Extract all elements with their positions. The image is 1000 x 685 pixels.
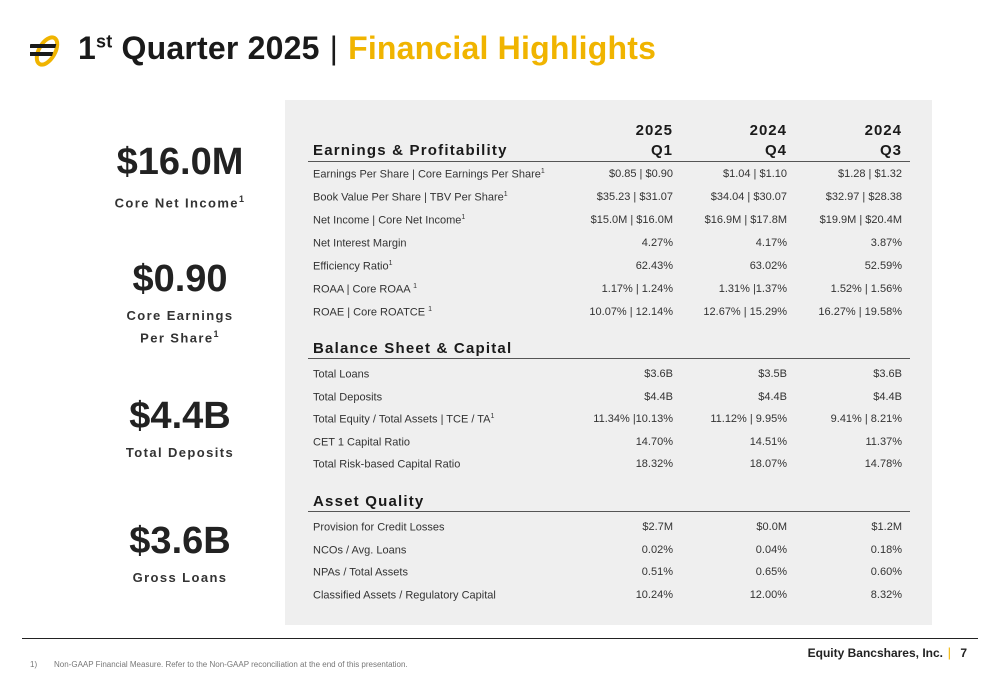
table-row: NCOs / Avg. Loans 0.02% 0.04% 0.18% [313, 544, 902, 557]
kpi-label: Gross Loans [132, 570, 228, 585]
section-title-balance-sheet: Balance Sheet & Capital [313, 340, 513, 357]
footer-divider [22, 638, 978, 639]
table-row: Book Value Per Share | TBV Per Share1 $3… [313, 191, 902, 204]
table-row: Total Risk-based Capital Ratio 18.32% 18.… [313, 458, 902, 471]
kpi-core-net-income: $16.0M Core Net Income1 [60, 140, 300, 212]
column-header-2024-q4: 2024 Q4 [749, 122, 787, 159]
kpi-value: $4.4B [129, 395, 231, 437]
column-header-2024-q3: 2024 Q3 [864, 122, 902, 159]
kpi-label: Core Net Income1 [114, 194, 246, 211]
table-row: Total Deposits $4.4B $4.4B $4.4B [313, 391, 902, 404]
table-row: Net Interest Margin 4.27% 4.17% 3.87% [313, 237, 902, 250]
kpi-core-eps: $0.90 Core Earnings Per Share1 [60, 257, 300, 347]
table-row: ROAE | Core ROATCE 1 10.07% | 12.14% 12.6… [313, 306, 902, 319]
section-divider [308, 358, 910, 359]
kpi-total-deposits: $4.4B Total Deposits [60, 394, 300, 462]
table-row: Total Equity / Total Assets | TCE / TA1 … [313, 413, 902, 426]
footnote-number: 1) [30, 660, 38, 669]
page-title: 1st Quarter 2025 | Financial Highlights [78, 30, 657, 66]
table-row: Provision for Credit Losses $2.7M $0.0M $1… [313, 521, 902, 534]
financial-table-panel [285, 100, 932, 625]
footnote: Non-GAAP Financial Measure. Refer to the… [54, 660, 408, 669]
table-row: Earnings Per Share | Core Earnings Per S… [313, 168, 902, 181]
section-title-asset-quality: Asset Quality [313, 493, 425, 510]
footer-separator: | [947, 645, 951, 660]
page-number: 7 [960, 646, 967, 660]
footer-brand: Equity Bancshares, Inc. [807, 646, 943, 660]
kpi-label: Total Deposits [125, 445, 235, 460]
title-highlight: Financial Highlights [348, 30, 657, 66]
kpi-gross-loans: $3.6B Gross Loans [60, 519, 300, 587]
kpi-value: $0.90 [132, 258, 228, 300]
column-header-2025-q1: 2025 Q1 [635, 122, 673, 159]
table-row: CET 1 Capital Ratio 14.70% 14.51% 11.37% [313, 436, 902, 449]
section-title-earnings: Earnings & Profitability [313, 142, 508, 159]
section-divider [308, 161, 910, 162]
table-row: Net Income | Core Net Income1 $15.0M | $… [313, 214, 902, 227]
kpi-value: $3.6B [129, 520, 231, 562]
table-row: Efficiency Ratio1 62.43% 63.02% 52.59% [313, 260, 902, 273]
company-logo-icon [30, 35, 60, 67]
kpi-value: $16.0M [116, 141, 244, 183]
table-row: NPAs / Total Assets 0.51% 0.65% 0.60% [313, 566, 902, 579]
table-row: Total Loans $3.6B $3.5B $3.6B [313, 368, 902, 381]
kpi-label: Core Earnings Per Share1 [126, 308, 234, 346]
table-row: Classified Assets / Regulatory Capital 1… [313, 589, 902, 602]
section-divider [308, 511, 910, 512]
table-row: ROAA | Core ROAA 1 1.17% | 1.24% 1.31% |1… [313, 283, 902, 296]
